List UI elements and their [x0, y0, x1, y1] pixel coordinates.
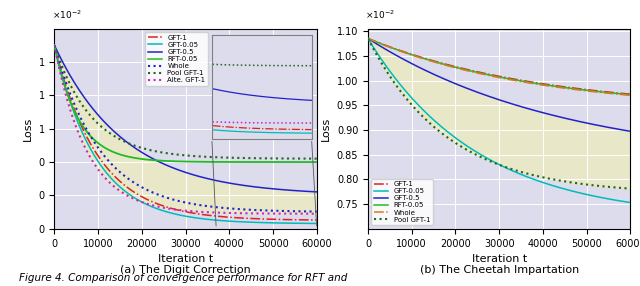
Text: $\times10^{-2}$: $\times10^{-2}$ — [52, 8, 81, 21]
Y-axis label: Loss: Loss — [321, 117, 331, 141]
Text: Figure 4. Comparison of convergence performance for RFT and: Figure 4. Comparison of convergence perf… — [19, 273, 348, 283]
Y-axis label: Loss: Loss — [23, 117, 33, 141]
X-axis label: Iteration t: Iteration t — [472, 254, 527, 264]
Legend: GFT-1, GFT-0.05, GFT-0.5, RFT-0.05, Whole, Pool GFT-1: GFT-1, GFT-0.05, GFT-0.5, RFT-0.05, Whol… — [371, 178, 433, 225]
X-axis label: Iteration t: Iteration t — [158, 254, 213, 264]
Text: $\times10^{-2}$: $\times10^{-2}$ — [365, 8, 395, 21]
Text: (b) The Cheetah Impartation: (b) The Cheetah Impartation — [420, 265, 579, 275]
Legend: GFT-1, GFT-0.05, GFT-0.5, RFT-0.05, Whole, Pool GFT-1, Alte. GFT-1: GFT-1, GFT-0.05, GFT-0.5, RFT-0.05, Whol… — [145, 32, 209, 86]
Text: (a) The Digit Correction: (a) The Digit Correction — [120, 265, 251, 275]
